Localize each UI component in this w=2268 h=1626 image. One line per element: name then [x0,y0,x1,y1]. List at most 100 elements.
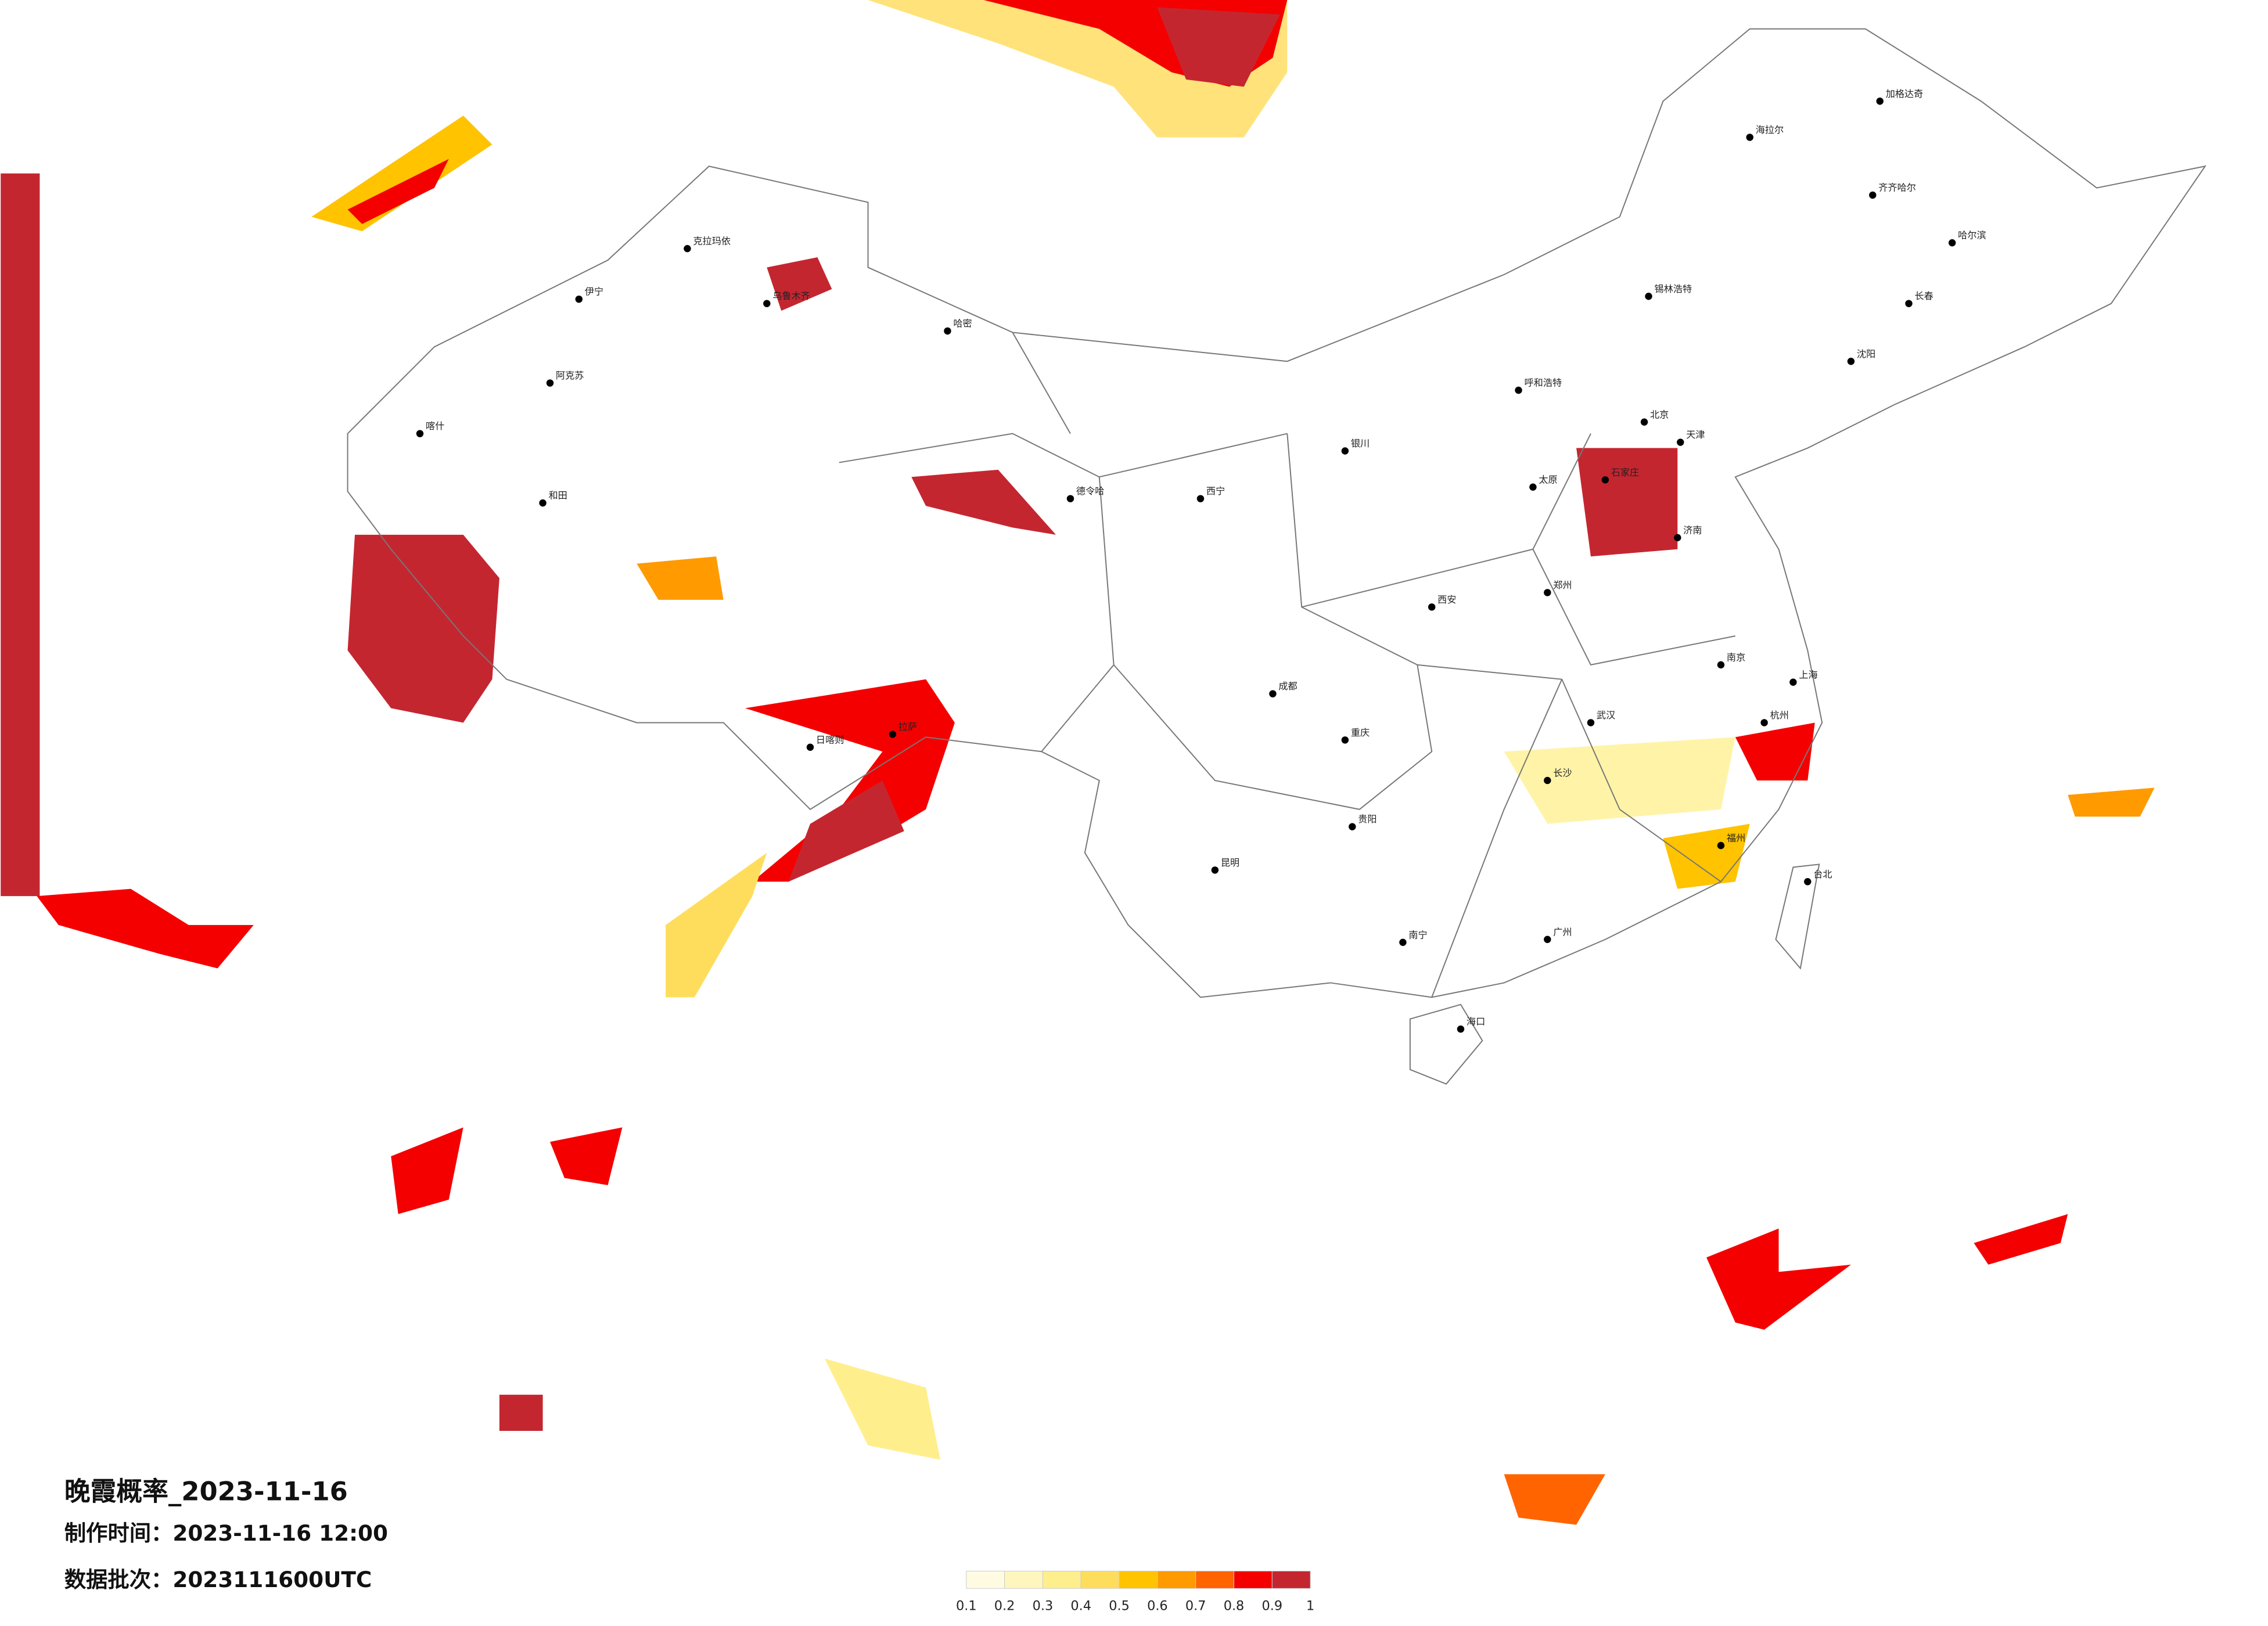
city-dot [1196,495,1205,502]
city-dot [575,295,583,303]
city-dot [1717,661,1725,669]
legend-tick-label: 0.6 [1147,1599,1168,1614]
heat-patch [2068,787,2155,817]
legend-tick-label: 0.5 [1109,1599,1130,1614]
heat-patch [1735,722,1815,780]
legend-tick-label: 0.4 [1070,1599,1091,1614]
city-label: 济南 [1683,524,1702,535]
city-label: 贵阳 [1358,814,1376,825]
province-lines [839,332,1736,998]
legend-swatch [1080,1570,1120,1589]
city-label: 哈尔滨 [1958,230,1986,241]
city-dot [944,327,951,335]
heat-patch [37,888,254,969]
legend: 0.1 0.2 0.3 0.4 0.5 0.6 0.7 0.8 0.9 1 [956,1570,1314,1614]
city-dot [1601,476,1609,484]
city-dot [416,430,424,437]
city-dot [1948,239,1956,247]
city-label: 加格达奇 [1886,88,1924,99]
title: 晚霞概率_2023-11-16 [64,1476,348,1506]
city-label: 海口 [1467,1016,1485,1027]
legend-swatch [1271,1570,1311,1589]
city-label: 上海 [1799,669,1817,680]
heat-patch [1157,7,1280,87]
city-dot [1529,483,1537,491]
heat-patch [1576,448,1678,557]
city-dot [1515,386,1522,394]
produced-time: 制作时间：2023-11-16 12:00 [64,1520,388,1546]
city-label: 沈阳 [1857,348,1875,359]
city-dot [546,379,554,387]
hainan-outline [1409,1003,1483,1085]
legend-tick-label: 0.8 [1224,1599,1245,1614]
city-dot [1544,776,1551,785]
city-dot [1905,300,1913,307]
heat-patch [637,556,724,600]
city-label: 昆明 [1221,857,1239,868]
china-outline [347,28,2206,998]
city-label: 海拉尔 [1756,124,1784,135]
legend-tick-label: 0.2 [994,1599,1015,1614]
legend-tick-label: 0.3 [1033,1599,1054,1614]
heat-patch [824,1358,940,1460]
city-dot [1341,447,1349,455]
legend-swatch [966,1570,1005,1589]
city-label: 福州 [1727,833,1745,844]
heat-patch [347,159,449,224]
city-label: 伊宁 [585,286,603,297]
legend-tick-label: 0.1 [956,1599,977,1614]
city-dot [1399,938,1407,946]
city-label: 银川 [1351,438,1370,449]
heat-patch [347,534,499,723]
legend-swatch [1004,1570,1043,1589]
heat-patch [911,469,1056,535]
city-dot [806,743,814,751]
city-label: 锡林浩特 [1655,283,1692,294]
heat-patch [1974,1214,2068,1265]
city-dot [684,244,691,253]
taiwan-outline [1775,864,1820,970]
city-label: 石家庄 [1611,467,1639,478]
city-dot [1269,690,1277,697]
city-dot [1349,823,1356,830]
city-dot [1211,866,1219,874]
city-dot [1640,418,1648,426]
city-dot [1587,719,1595,726]
city-dot [1717,841,1725,850]
heat-patch [788,780,904,882]
heat-patch [499,1394,543,1431]
legend-tick-label: 1 [1306,1599,1314,1614]
legend-tick-label: 0.9 [1262,1599,1283,1614]
heat-patch [1504,737,1735,824]
city-label: 杭州 [1770,710,1789,721]
legend-tick-label: 0.7 [1185,1599,1206,1614]
city-label: 哈密 [953,318,972,329]
legend-swatch [1157,1570,1196,1589]
city-label: 阿克苏 [556,370,584,381]
city-dot [1746,134,1753,141]
legend-swatch [1119,1570,1158,1589]
heat-patch [1504,1474,1605,1525]
data-batch: 数据批次：2023111600UTC [64,1567,372,1592]
heat-patch [1,173,40,897]
city-label: 郑州 [1553,580,1572,591]
city-label: 喀什 [426,420,444,431]
city-dot [1544,936,1551,943]
city-dot [1789,678,1797,686]
city-label: 齐齐哈尔 [1878,182,1916,193]
city-dot [889,731,897,738]
heat-patch [745,679,955,882]
city-label: 南京 [1727,652,1745,663]
city-label: 重庆 [1351,727,1370,738]
legend-swatch [1042,1570,1081,1589]
heat-patch [666,852,767,998]
city-dot [1804,878,1811,886]
city-label: 天津 [1686,429,1705,440]
heat-patches [1,0,2155,1525]
legend-swatch [1234,1570,1273,1589]
heat-patch [1706,1228,1851,1330]
heat-patch [311,116,493,232]
city-label: 太原 [1539,474,1557,485]
city-dot [1674,534,1681,542]
